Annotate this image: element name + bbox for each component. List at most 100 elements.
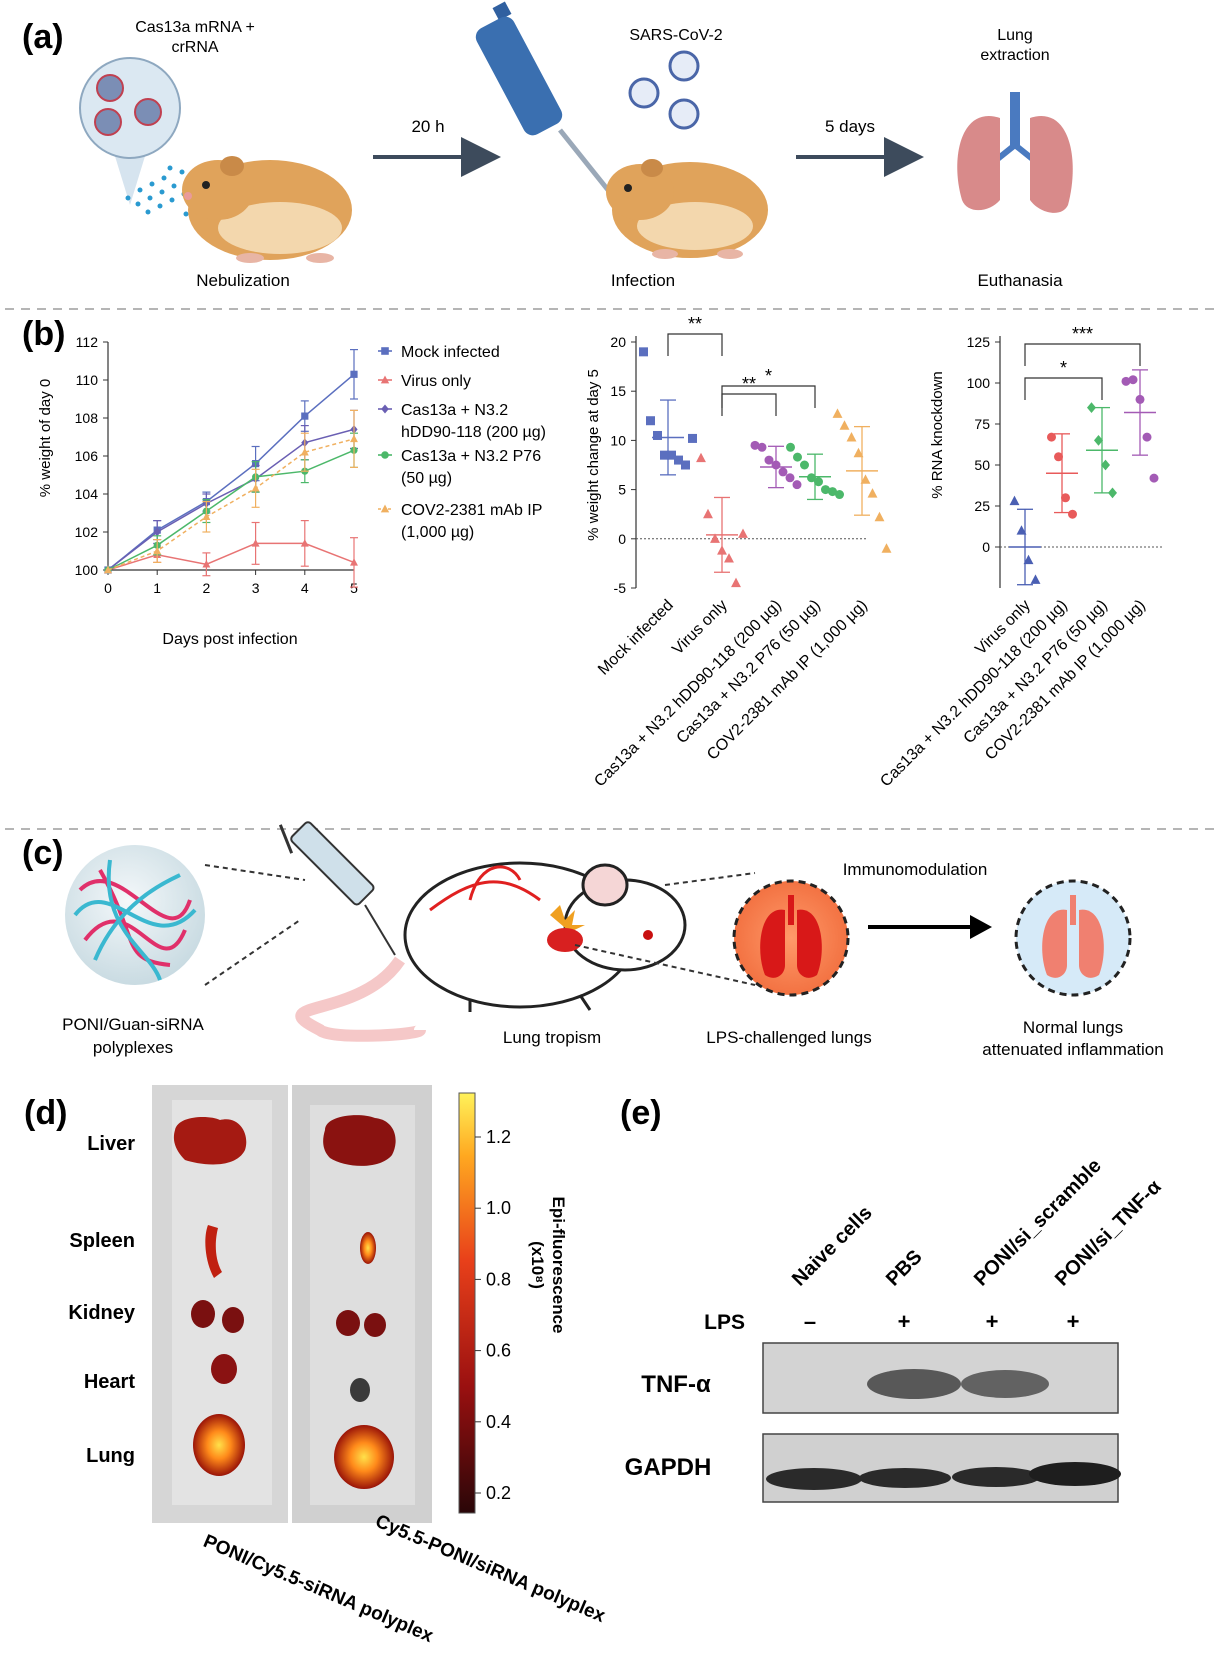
- significance-label: *: [765, 366, 772, 386]
- y-tick-label: 125: [967, 334, 991, 350]
- data-point: [1054, 452, 1063, 462]
- data-point: [202, 512, 211, 521]
- y-tick-label: 112: [76, 334, 99, 350]
- column1-label: PONI/Cy5.5-siRNA polyplex: [200, 1531, 436, 1647]
- lps-lungs-label: LPS-challenged lungs: [706, 1028, 871, 1047]
- tnf-band: [961, 1370, 1049, 1398]
- data-point: [153, 527, 161, 537]
- y-tick-label: 106: [75, 448, 99, 464]
- step-infection: Infection: [611, 271, 675, 290]
- data-point: [646, 416, 655, 426]
- data-point: [738, 528, 748, 538]
- y-tick-label: 50: [974, 457, 990, 473]
- data-point: [1016, 525, 1027, 535]
- organ-labels: Liver Spleen Kidney Heart Lung: [68, 1133, 136, 1467]
- lung-tropism-label: Lung tropism: [503, 1028, 601, 1047]
- legend-label: Cas13a + N3.2 P76: [401, 448, 541, 465]
- polyplex-icon: [65, 845, 205, 985]
- virus-label: SARS-CoV-2: [629, 27, 722, 44]
- hamster-icon: [606, 159, 768, 259]
- y-tick-label: 75: [974, 416, 990, 432]
- arrow-20h-label: 20 h: [411, 117, 444, 136]
- category-label: Cas13a + N3.2 hDD90-118 (200 µg): [591, 597, 784, 790]
- immunomodulation-label: Immunomodulation: [843, 860, 988, 879]
- legend-label: Mock infected: [401, 344, 500, 361]
- data-point: [681, 460, 690, 470]
- pipette-icon: [475, 1, 620, 205]
- data-point: [778, 467, 788, 477]
- lane-label: PBS: [882, 1246, 927, 1291]
- significance-label: ***: [1072, 324, 1093, 344]
- data-point: [828, 487, 837, 497]
- colorbar-tick-label: 0.4: [486, 1412, 511, 1432]
- colorbar-tick-label: 0.6: [486, 1341, 511, 1361]
- y-tick-label: 104: [75, 486, 99, 502]
- data-point: [653, 430, 662, 440]
- organ-label: Lung: [86, 1445, 135, 1467]
- dotted-line: [204, 864, 306, 881]
- step-euthanasia: Euthanasia: [977, 271, 1063, 290]
- x-tick-label: 4: [301, 580, 309, 596]
- data-point: [300, 447, 309, 456]
- significance-bracket: [721, 385, 816, 408]
- significance-label: *: [1060, 358, 1067, 378]
- organ-signal-col1: [173, 1117, 247, 1476]
- colorbar-tick-label: 0.2: [486, 1483, 511, 1503]
- normal-lungs-label-line2: attenuated inflammation: [982, 1040, 1163, 1059]
- x-tick-label: 2: [203, 580, 211, 596]
- data-point: [867, 488, 878, 498]
- data-point: [674, 455, 683, 465]
- data-point: [792, 480, 802, 490]
- panel-b: (b) % weight of day 0 Days post infectio…: [22, 314, 1164, 790]
- significance-bracket: [721, 393, 777, 416]
- legend-label: COV2-2381 mAb IP: [401, 502, 542, 519]
- lung-label-line1: Lung: [997, 27, 1033, 44]
- significance-bracket: [1024, 377, 1103, 400]
- lps-mark: +: [1067, 1309, 1080, 1334]
- lps-row-label: LPS: [704, 1311, 745, 1334]
- panel-e-label: (e): [620, 1094, 662, 1132]
- y-tick-label: 0: [982, 539, 990, 555]
- mouse-icon: [295, 861, 687, 1042]
- mrna-label-line2: crRNA: [171, 39, 218, 56]
- data-point: [846, 432, 857, 442]
- lps-mark: +: [986, 1309, 999, 1334]
- legend-marker: [381, 347, 389, 355]
- weight-change-chart: % weight change at day 5 -5 0 5 10 15 20 Mock …: [585, 314, 892, 790]
- data-point: [1149, 473, 1159, 483]
- nanoparticle-bubble-icon: [79, 57, 181, 205]
- line-chart-xlabel: Days post infection: [162, 631, 297, 648]
- step-nebulization: Nebulization: [196, 271, 290, 290]
- gapdh-band: [766, 1468, 862, 1490]
- data-point: [853, 447, 864, 458]
- data-point: [881, 543, 892, 553]
- data-point: [660, 450, 669, 460]
- data-point: [1047, 432, 1056, 442]
- data-point: [1068, 509, 1077, 519]
- y-tick-label: 10: [610, 432, 626, 448]
- colorbar-title: Epi-fluorescence: [549, 1197, 568, 1334]
- data-point: [251, 483, 260, 492]
- data-point: [814, 477, 823, 487]
- data-point: [251, 539, 260, 547]
- gapdh-band: [952, 1467, 1040, 1487]
- data-point: [202, 559, 211, 568]
- data-point: [785, 473, 795, 483]
- y-tick-label: 108: [75, 410, 99, 426]
- data-point: [786, 442, 795, 452]
- panel-d-label: (d): [24, 1094, 67, 1132]
- rna-knockdown-ylabel: % RNA knockdown: [929, 371, 946, 499]
- legend-label: Virus only: [401, 373, 471, 390]
- tnf-label: TNF-α: [641, 1371, 711, 1398]
- significance-label: **: [688, 314, 702, 334]
- legend-label: Cas13a + N3.2: [401, 402, 508, 419]
- data-point: [350, 558, 358, 566]
- colorbar-tick-label: 1.0: [486, 1198, 511, 1218]
- gapdh-band: [1029, 1462, 1121, 1486]
- panel-c-label: (c): [22, 834, 64, 872]
- panel-b-label: (b): [22, 315, 65, 353]
- arrowhead-icon: [970, 915, 992, 939]
- colorbar-tick-label: 1.2: [486, 1127, 511, 1147]
- data-point: [301, 412, 309, 420]
